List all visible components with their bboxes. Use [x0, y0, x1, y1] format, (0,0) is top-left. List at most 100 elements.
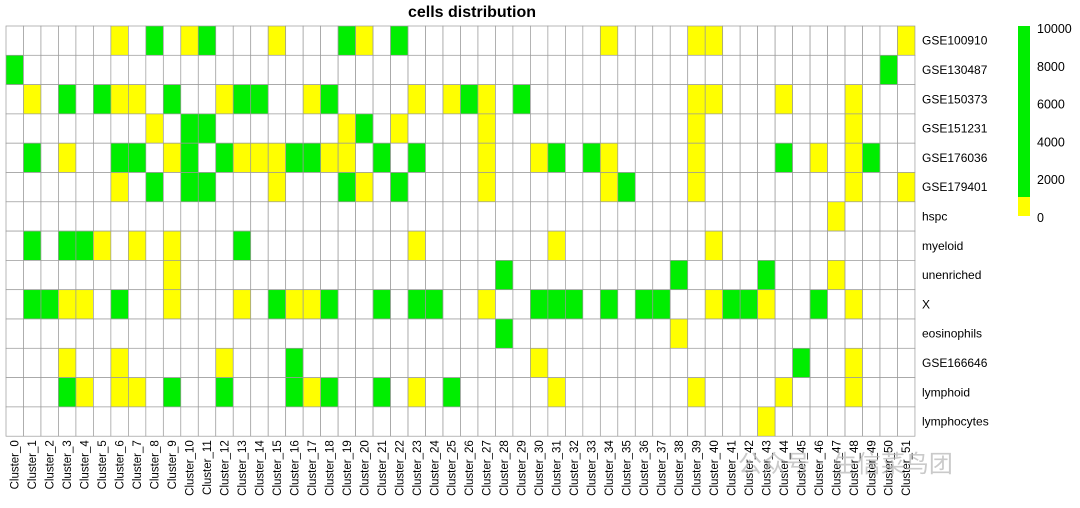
heatmap-cell [512, 318, 531, 349]
heatmap-cell [302, 377, 321, 408]
heatmap-cell [582, 347, 601, 378]
heatmap-cell [40, 347, 59, 378]
heatmap-cell [827, 54, 846, 85]
heatmap-cell [442, 347, 461, 378]
heatmap-cell [897, 84, 916, 115]
column-label: Cluster_17 [307, 440, 319, 496]
column-label: Cluster_23 [412, 440, 424, 496]
heatmap-cell [512, 84, 531, 115]
heatmap-cell [862, 289, 881, 320]
heatmap-cell [425, 84, 444, 115]
column-label: Cluster_0 [10, 440, 22, 489]
heatmap-cell [145, 84, 164, 115]
heatmap-cell [93, 377, 112, 408]
heatmap-cell [652, 230, 671, 261]
heatmap-cell [110, 406, 129, 437]
heatmap-cell [267, 54, 287, 85]
colorbar-tick-label: 8000 [1037, 60, 1065, 74]
heatmap-cell [110, 201, 129, 232]
heatmap-cell [320, 347, 339, 378]
heatmap-cell [687, 318, 706, 349]
heatmap-cell [267, 113, 287, 144]
column-label: Cluster_37 [657, 440, 669, 496]
heatmap-cell [809, 201, 828, 232]
heatmap-cell [582, 201, 601, 232]
heatmap-cell [460, 230, 479, 261]
column-label: Cluster_46 [814, 440, 826, 496]
heatmap-cell [652, 347, 671, 378]
heatmap-cell [862, 230, 881, 261]
heatmap-cell [425, 54, 444, 85]
column-label: Cluster_19 [342, 440, 354, 496]
heatmap-cell [425, 347, 444, 378]
heatmap-cell [827, 406, 846, 437]
heatmap-cell [827, 260, 846, 291]
heatmap-cell [407, 54, 426, 85]
heatmap-cell [512, 347, 531, 378]
column-label: Cluster_26 [464, 440, 476, 496]
heatmap-cell [739, 172, 758, 203]
heatmap-cell [442, 172, 461, 203]
heatmap-cell [547, 113, 566, 144]
heatmap-cell [704, 260, 724, 291]
heatmap-cell [792, 113, 811, 144]
heatmap-cell [407, 25, 426, 56]
heatmap-cell [477, 201, 496, 232]
heatmap-cell [58, 172, 77, 203]
heatmap-cell [565, 377, 584, 408]
heatmap-cell [669, 289, 689, 320]
heatmap-cell [879, 201, 898, 232]
heatmap-cell [145, 25, 164, 56]
heatmap-cell [93, 230, 112, 261]
heatmap-cell [372, 25, 391, 56]
heatmap-cell [180, 54, 199, 85]
heatmap-cell [722, 25, 741, 56]
heatmap-cell [652, 172, 671, 203]
heatmap-cell [180, 377, 199, 408]
heatmap-cell [390, 406, 409, 437]
heatmap-cell [634, 289, 654, 320]
heatmap-cell [704, 230, 724, 261]
heatmap-cell [774, 318, 793, 349]
heatmap-cell [5, 84, 24, 115]
heatmap-cell [58, 201, 77, 232]
heatmap-cell [879, 142, 898, 173]
heatmap-cell [862, 84, 881, 115]
heatmap-cell [355, 289, 374, 320]
heatmap-cell [530, 230, 549, 261]
heatmap-cell [110, 54, 129, 85]
heatmap-cell [460, 289, 479, 320]
heatmap-cell [495, 84, 514, 115]
heatmap-cell [23, 377, 42, 408]
heatmap-cell [407, 84, 426, 115]
heatmap-cell [232, 318, 252, 349]
column-label: Cluster_30 [534, 440, 546, 496]
heatmap-cell [599, 54, 619, 85]
heatmap-cell [652, 142, 671, 173]
column-label: Cluster_40 [709, 440, 721, 496]
heatmap-cell [215, 347, 234, 378]
heatmap-cell [285, 84, 304, 115]
heatmap-cell [390, 201, 409, 232]
heatmap-cell [337, 84, 356, 115]
heatmap-cell [809, 142, 828, 173]
heatmap-cell [250, 113, 269, 144]
heatmap-cell [197, 230, 217, 261]
column-label: Cluster_21 [377, 440, 389, 496]
heatmap-cell [128, 260, 147, 291]
heatmap-cell [757, 113, 776, 144]
column-label: Cluster_14 [255, 440, 267, 496]
heatmap-cell [809, 406, 828, 437]
heatmap-cell [372, 377, 391, 408]
heatmap-cell [862, 260, 881, 291]
heatmap-cell [110, 347, 129, 378]
heatmap-cell [897, 260, 916, 291]
heatmap-cell [110, 260, 129, 291]
heatmap-cell [320, 84, 339, 115]
heatmap-cell [565, 230, 584, 261]
heatmap-cell [862, 201, 881, 232]
heatmap-cell [5, 260, 24, 291]
heatmap-cell [23, 201, 42, 232]
heatmap-cell [110, 377, 129, 408]
